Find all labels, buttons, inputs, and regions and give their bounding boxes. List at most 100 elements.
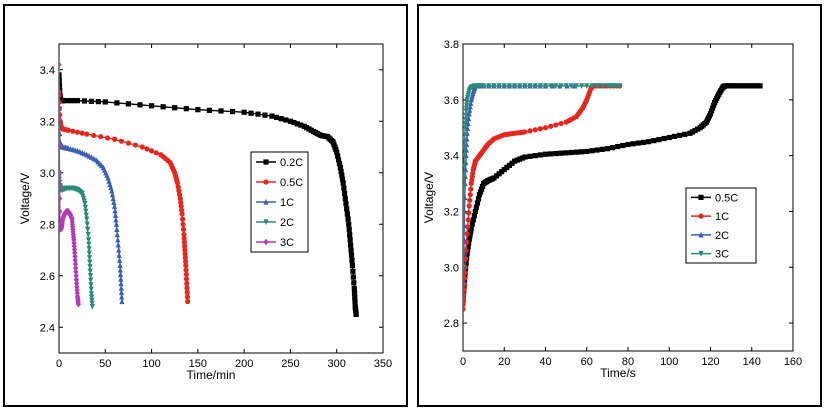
data-point — [148, 103, 155, 109]
data-point — [118, 275, 124, 282]
data-point — [537, 152, 543, 158]
data-point — [180, 221, 186, 227]
data-point — [464, 141, 470, 148]
data-point — [522, 154, 528, 160]
data-point — [463, 260, 469, 266]
data-point — [112, 212, 119, 218]
data-point — [542, 151, 549, 157]
data-point — [59, 72, 62, 78]
data-point — [341, 190, 348, 196]
legend-marker-3C — [698, 251, 704, 257]
data-point — [59, 169, 63, 176]
data-point — [132, 142, 138, 148]
data-point — [118, 280, 124, 287]
data-point — [182, 255, 188, 261]
y-tick-label: 3.0 — [40, 168, 55, 180]
y-tick-label: 3.4 — [40, 65, 55, 77]
data-point — [548, 123, 554, 129]
data-point — [558, 83, 564, 89]
legend-marker-2C — [263, 219, 269, 226]
data-point — [112, 207, 118, 214]
data-point — [341, 185, 347, 191]
data-point — [218, 108, 224, 114]
data-point — [527, 153, 533, 159]
data-point — [604, 146, 610, 152]
plot-frame — [58, 43, 384, 354]
series-line-0.5C — [59, 95, 189, 302]
data-point — [114, 231, 120, 238]
x-axis-label: Time/min — [187, 368, 236, 382]
data-point — [59, 208, 63, 215]
data-point — [464, 102, 470, 109]
data-point — [181, 235, 187, 242]
data-point — [144, 146, 150, 152]
data-point — [184, 280, 190, 287]
data-point — [517, 83, 523, 89]
data-point — [183, 267, 189, 273]
data-point — [635, 140, 641, 146]
data-point — [532, 153, 538, 159]
data-point — [594, 147, 600, 153]
data-point — [115, 236, 121, 243]
data-point — [501, 83, 507, 89]
data-point — [348, 252, 355, 258]
data-point — [532, 83, 538, 89]
data-point — [349, 262, 356, 269]
legend-label-1C: 1C — [715, 211, 729, 223]
legend-marker-0.5C — [698, 194, 704, 200]
data-point — [59, 182, 63, 189]
data-point — [542, 83, 549, 89]
data-point — [336, 161, 343, 167]
data-point — [88, 291, 94, 297]
series-2C — [59, 170, 95, 310]
data-point — [469, 221, 475, 227]
data-point — [757, 83, 763, 89]
data-point — [625, 141, 631, 148]
data-point — [176, 192, 183, 198]
data-point — [467, 107, 473, 113]
data-point — [340, 180, 346, 186]
data-point — [248, 110, 254, 116]
data-point — [183, 271, 189, 278]
data-point — [463, 132, 468, 138]
legend-label-1C: 1C — [280, 197, 294, 209]
data-point — [84, 216, 90, 223]
data-point — [185, 298, 191, 305]
series-0.2C — [59, 72, 359, 317]
data-point — [343, 201, 349, 207]
data-point — [463, 184, 467, 191]
data-point — [496, 83, 502, 89]
y-tick-label: 2.6 — [40, 271, 55, 283]
data-point — [118, 138, 125, 144]
data-point — [464, 231, 470, 237]
data-point — [85, 226, 91, 233]
y-tick-label: 3.2 — [444, 206, 459, 218]
data-point — [182, 258, 189, 265]
data-point — [463, 275, 468, 282]
data-point — [527, 128, 533, 134]
data-point — [467, 197, 473, 203]
data-point — [463, 296, 467, 302]
data-point — [283, 117, 289, 123]
data-point — [346, 221, 352, 227]
data-point — [337, 165, 344, 171]
y-tick-label: 2.4 — [40, 322, 55, 334]
data-point — [181, 231, 187, 238]
data-point — [269, 113, 275, 119]
series-line-1C — [463, 85, 620, 310]
data-point — [139, 144, 145, 150]
data-point — [71, 98, 77, 104]
data-point — [119, 293, 125, 300]
data-point — [466, 236, 472, 242]
data-point — [465, 125, 471, 132]
data-point — [527, 83, 533, 89]
data-point — [184, 285, 190, 291]
data-point — [584, 83, 590, 89]
data-point — [183, 106, 189, 112]
data-point — [73, 272, 79, 279]
data-point — [84, 131, 90, 137]
data-point — [464, 250, 470, 256]
data-point — [179, 207, 185, 213]
data-point — [532, 127, 538, 133]
data-point — [294, 121, 300, 127]
